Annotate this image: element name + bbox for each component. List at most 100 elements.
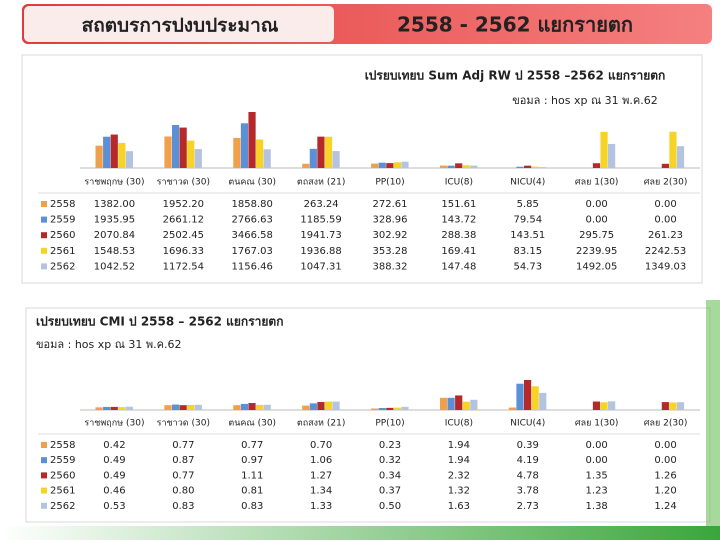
table-cell: 0.42 [103,440,125,451]
table-cell: 0.77 [241,440,263,451]
legend-entry: 2558 [50,199,75,210]
table-cell: 1349.03 [645,261,686,272]
bar [164,405,172,410]
table-cell: 0.00 [586,215,608,226]
table-cell: 0.00 [654,455,676,466]
table-cell: 1.32 [448,486,470,497]
bar [470,399,478,410]
category-label: ตถสงห (21) [297,419,345,429]
bar [439,397,448,410]
table-cell: 1172.54 [163,261,204,272]
bar [600,131,608,168]
bar [447,397,455,410]
bar [248,403,256,410]
table-cell: 1047.31 [300,261,341,272]
bar [462,165,470,168]
table-cell: 0.39 [517,440,539,451]
bar [194,404,202,410]
table-cell: 0.49 [103,455,125,466]
chart-title: เปรยบเทยบ CMI ป 2558 – 2562 แยกรายตก [36,315,283,329]
legend-swatch [41,216,47,223]
category-label: PP(10) [375,419,404,429]
footer-bar [0,526,720,540]
table-cell: 143.72 [441,215,476,226]
table-cell: 0.50 [379,501,401,512]
header-title-left: สถตบรการปงบประมาณ [82,15,279,37]
bar [455,395,463,410]
bar [378,407,386,410]
bar [263,149,271,168]
legend-entry: 2562 [50,501,75,512]
bar [324,136,333,168]
legend-swatch [41,502,47,509]
table-cell: 2239.95 [576,246,617,257]
bar [531,166,539,168]
chart-subtitle: ขอมล : hos xp ณ 31 พ.ค.62 [512,94,658,107]
bar [233,405,241,410]
category-label: ศลย 2(30) [644,419,688,429]
table-cell: 2661.12 [163,215,204,226]
table-cell: 0.23 [379,440,401,451]
table-cell: 3.78 [517,486,539,497]
table-cell: 1.26 [654,470,676,481]
bar [179,127,187,168]
bar [317,136,325,168]
legend-entry: 2560 [50,470,75,481]
category-label: ตถสงห (21) [297,178,345,188]
bar [600,402,608,410]
bar [447,165,455,168]
bar [455,163,463,168]
legend-entry: 2558 [50,440,75,451]
bar [386,407,394,410]
table-cell: 261.23 [648,230,683,241]
bar [263,404,271,410]
legend-swatch [41,472,47,479]
bar [669,131,677,168]
table-cell: 1.06 [310,455,332,466]
header-title-right: 2558 - 2562 แยกรายตก [397,13,633,37]
table-cell: 0.83 [172,501,194,512]
category-label: ศลย 2(30) [644,178,688,188]
bar [103,136,111,168]
table-cell: 1.34 [310,486,332,497]
bar [171,125,180,168]
table-cell: 302.92 [373,230,408,241]
chart-frame [21,54,703,284]
bar [661,402,669,410]
table-cell: 0.77 [172,440,194,451]
bar [608,143,616,168]
table-cell: 0.70 [310,440,332,451]
bar [462,401,470,410]
bar [240,403,249,410]
bar [233,137,241,168]
table-cell: 353.28 [373,246,408,257]
table-cell: 1.94 [448,440,470,451]
bar [393,407,401,410]
table-cell: 1.11 [241,470,263,481]
table-cell: 1042.52 [94,261,135,272]
table-cell: 0.81 [241,486,263,497]
table-cell: 0.00 [586,199,608,210]
table-cell: 1548.53 [94,246,135,257]
bar [309,403,317,410]
table-cell: 169.41 [441,246,476,257]
table-cell: 0.32 [379,455,401,466]
table-cell: 0.00 [654,440,676,451]
bar [171,404,180,410]
table-cell: 1.20 [654,486,676,497]
bar [516,166,524,168]
bar [508,407,517,410]
bar [439,165,448,168]
bar [194,149,202,168]
table-cell: 295.75 [579,230,614,241]
legend-swatch [41,201,47,207]
table-cell: 3466.58 [232,230,273,241]
table-cell: 1.63 [448,501,470,512]
bar [539,167,547,168]
table-cell: 1185.59 [300,215,341,226]
table-cell: 1.35 [586,470,608,481]
bar [95,145,103,168]
table-cell: 0.49 [103,470,125,481]
table-cell: 0.00 [654,215,676,226]
table-cell: 1767.03 [232,246,273,257]
